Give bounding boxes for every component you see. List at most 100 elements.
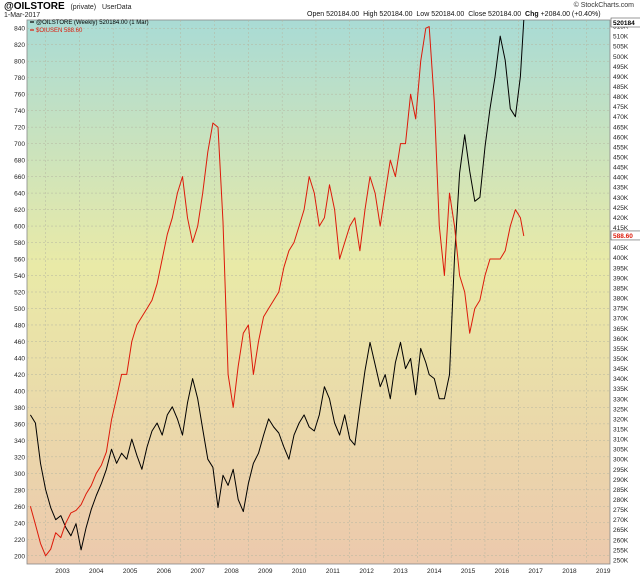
right-tick-label: 385K	[613, 285, 629, 292]
right-tick-label: 480K	[613, 94, 629, 101]
right-tick-label: 290K	[613, 477, 629, 484]
left-tick-label: 340	[14, 438, 25, 445]
left-tick-label: 360	[14, 421, 25, 428]
right-tick-label: 420K	[613, 215, 629, 222]
legend: @OILSTORE (Weekly) 520184.00 (1 Mar) $OIU…	[30, 20, 149, 34]
right-tick-label: 425K	[613, 205, 629, 212]
close-label: Close	[468, 11, 487, 18]
x-tick-label: 2019	[596, 568, 611, 575]
source-label: UserData	[101, 4, 132, 11]
high-value: 520184.00	[379, 11, 413, 18]
right-tick-label: 365K	[613, 326, 629, 333]
left-tick-label: 700	[14, 141, 25, 148]
left-tick-label: 740	[14, 108, 25, 115]
right-tick-label: 370K	[613, 316, 629, 323]
right-tick-label: 300K	[613, 457, 629, 464]
plot-area	[26, 19, 611, 565]
right-tick-label: 325K	[613, 406, 629, 413]
x-tick-label: 2005	[123, 568, 138, 575]
right-tick-label: 500K	[613, 54, 629, 61]
right-tick-label: 415K	[613, 225, 629, 232]
left-tick-label: 420	[14, 372, 25, 379]
left-tick-label: 600	[14, 224, 25, 231]
right-tick-label: 465K	[613, 124, 629, 131]
left-tick-label: 540	[14, 273, 25, 280]
right-tick-label: 400K	[613, 255, 629, 262]
left-tick-label: 720	[14, 125, 25, 132]
left-tick-label: 440	[14, 355, 25, 362]
right-tick-label: 495K	[613, 64, 629, 71]
right-tick-label: 345K	[613, 366, 629, 373]
right-tick-label: 435K	[613, 185, 629, 192]
right-tick-label: 350K	[613, 356, 629, 363]
x-axis: 2003 2004 2005 2006 2007 2008 2009 2010 2011 2012…	[55, 568, 611, 575]
x-tick-label: 2008	[224, 568, 239, 575]
x-tick-label: 2015	[461, 568, 476, 575]
right-tick-label: 270K	[613, 517, 629, 524]
right-tick-label: 445K	[613, 165, 629, 172]
oilstore-last-value-box	[610, 17, 640, 28]
left-tick-label: 220	[14, 537, 25, 544]
left-tick-label: 680	[14, 158, 25, 165]
right-tick-label: 280K	[613, 497, 629, 504]
private-tag: (private)	[70, 4, 97, 11]
right-tick-label: 295K	[613, 467, 629, 474]
crude-line	[29, 26, 525, 557]
left-tick-label: 200	[14, 553, 25, 560]
left-tick-label: 800	[14, 59, 25, 66]
oilstore-last-value: 520184	[613, 20, 635, 27]
left-tick-label: 820	[14, 42, 25, 49]
left-tick-label: 280	[14, 487, 25, 494]
right-tick-label: 395K	[613, 265, 629, 272]
legend-label: $OIUSEN 588.60	[36, 28, 83, 34]
right-tick-label: 310K	[613, 437, 629, 444]
left-tick-label: 840	[14, 26, 25, 33]
right-tick-label: 265K	[613, 527, 629, 534]
left-tick-label: 460	[14, 339, 25, 346]
right-tick-label: 430K	[613, 195, 629, 202]
left-tick-label: 660	[14, 174, 25, 181]
chart-title: @OILSTORE (private) UserData	[4, 1, 132, 12]
right-tick-label: 320K	[613, 416, 629, 423]
right-tick-label: 285K	[613, 487, 629, 494]
right-tick-label: 360K	[613, 336, 629, 343]
left-tick-label: 320	[14, 454, 25, 461]
left-tick-label: 520	[14, 290, 25, 297]
left-tick-label: 500	[14, 306, 25, 313]
high-label: High	[363, 11, 378, 18]
left-tick-label: 480	[14, 322, 25, 329]
x-tick-label: 2018	[562, 568, 577, 575]
x-tick-label: 2016	[495, 568, 510, 575]
right-tick-label: 470K	[613, 114, 629, 121]
x-tick-label: 2007	[190, 568, 205, 575]
right-tick-label: 315K	[613, 427, 629, 434]
right-tick-label: 405K	[613, 245, 629, 252]
chg-label: Chg	[525, 11, 539, 18]
low-value: 520184.00	[431, 11, 465, 18]
open-value: 520184.00	[326, 11, 360, 18]
low-label: Low	[416, 11, 430, 18]
right-tick-label: 305K	[613, 447, 629, 454]
right-tick-label: 355K	[613, 346, 629, 353]
series-layer	[29, 19, 525, 557]
right-tick-label: 505K	[613, 44, 629, 51]
close-value: 520184.00	[488, 11, 522, 18]
right-tick-label: 335K	[613, 386, 629, 393]
chart-header: @OILSTORE (private) UserData 1-Mar-2017 …	[0, 0, 640, 20]
left-tick-label: 640	[14, 191, 25, 198]
right-tick-label: 260K	[613, 537, 629, 544]
legend-label: @OILSTORE (Weekly) 520184.00 (1 Mar)	[36, 20, 149, 26]
brand-label: © StockCharts.com	[573, 2, 634, 9]
left-tick-label: 260	[14, 504, 25, 511]
x-tick-label: 2003	[55, 568, 70, 575]
right-tick-label: 380K	[613, 296, 629, 303]
right-tick-label: 390K	[613, 275, 629, 282]
x-tick-label: 2010	[292, 568, 307, 575]
x-tick-label: 2004	[89, 568, 104, 575]
x-tick-label: 2012	[359, 568, 374, 575]
oilstore-line	[29, 19, 525, 551]
right-tick-label: 250K	[613, 557, 629, 564]
right-tick-label: 375K	[613, 306, 629, 313]
right-tick-label: 255K	[613, 547, 629, 554]
